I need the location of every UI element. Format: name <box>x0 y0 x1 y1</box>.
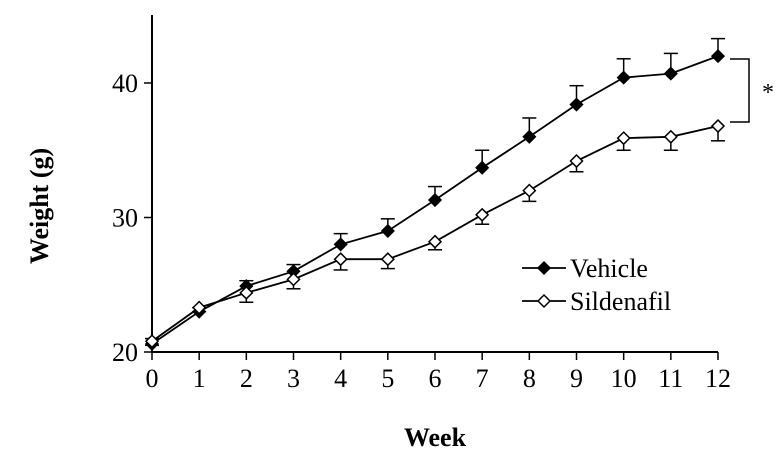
y-tick-label: 20 <box>112 338 138 367</box>
x-tick-label: 12 <box>705 364 731 393</box>
data-point-sildenafil <box>144 334 160 349</box>
data-point-vehicle <box>475 160 490 175</box>
x-tick-label: 7 <box>476 364 489 393</box>
x-tick-label: 6 <box>429 364 442 393</box>
data-point-vehicle <box>569 97 584 112</box>
data-point-sildenafil <box>286 272 301 287</box>
x-tick-label: 11 <box>658 364 683 393</box>
x-tick-label: 1 <box>193 364 206 393</box>
data-point-vehicle <box>427 192 443 208</box>
data-point-vehicle <box>663 66 678 81</box>
data-point-sildenafil <box>616 131 631 146</box>
data-point-sildenafil <box>569 153 584 169</box>
data-point-vehicle <box>380 223 395 239</box>
data-point-vehicle <box>710 49 726 64</box>
x-tick-label: 5 <box>381 364 394 393</box>
x-tick-label: 3 <box>287 364 300 393</box>
y-axis-title: Weight (g) <box>25 148 54 264</box>
data-point-vehicle <box>333 237 348 252</box>
x-tick-label: 0 <box>146 364 159 393</box>
x-tick-label: 2 <box>240 364 253 393</box>
y-tick-label: 40 <box>112 69 138 98</box>
x-tick-label: 8 <box>523 364 536 393</box>
legend-marker-sildenafil <box>536 293 552 309</box>
data-point-sildenafil <box>427 234 443 249</box>
x-tick-label: 9 <box>570 364 583 393</box>
data-point-sildenafil <box>380 252 395 267</box>
data-point-sildenafil <box>663 129 678 144</box>
x-tick-label: 4 <box>334 364 347 393</box>
data-point-sildenafil <box>475 207 490 222</box>
legend: Vehicle Sildenafil <box>522 254 671 316</box>
y-tick-label: 30 <box>112 204 138 233</box>
significance-asterisk: * <box>762 80 774 106</box>
significance-bracket: * <box>730 58 774 123</box>
x-ticks: 0 1 2 3 4 5 6 7 8 9 10 11 12 <box>146 352 731 393</box>
data-point-sildenafil <box>333 252 348 267</box>
x-axis-title: Week <box>404 423 467 452</box>
legend-label-vehicle: Vehicle <box>570 254 648 283</box>
data-point-vehicle <box>616 70 631 85</box>
y-ticks: 20 30 40 <box>112 69 152 367</box>
legend-label-sildenafil: Sildenafil <box>570 287 671 316</box>
data-point-sildenafil <box>239 285 254 300</box>
data-point-sildenafil <box>522 183 537 198</box>
significance-bracket-line <box>730 58 750 123</box>
data-point-sildenafil <box>192 300 207 315</box>
data-point-vehicle <box>522 129 537 144</box>
series-layer <box>144 37 726 351</box>
x-tick-label: 10 <box>611 364 637 393</box>
legend-marker-vehicle <box>536 260 552 276</box>
data-point-sildenafil <box>710 118 726 134</box>
